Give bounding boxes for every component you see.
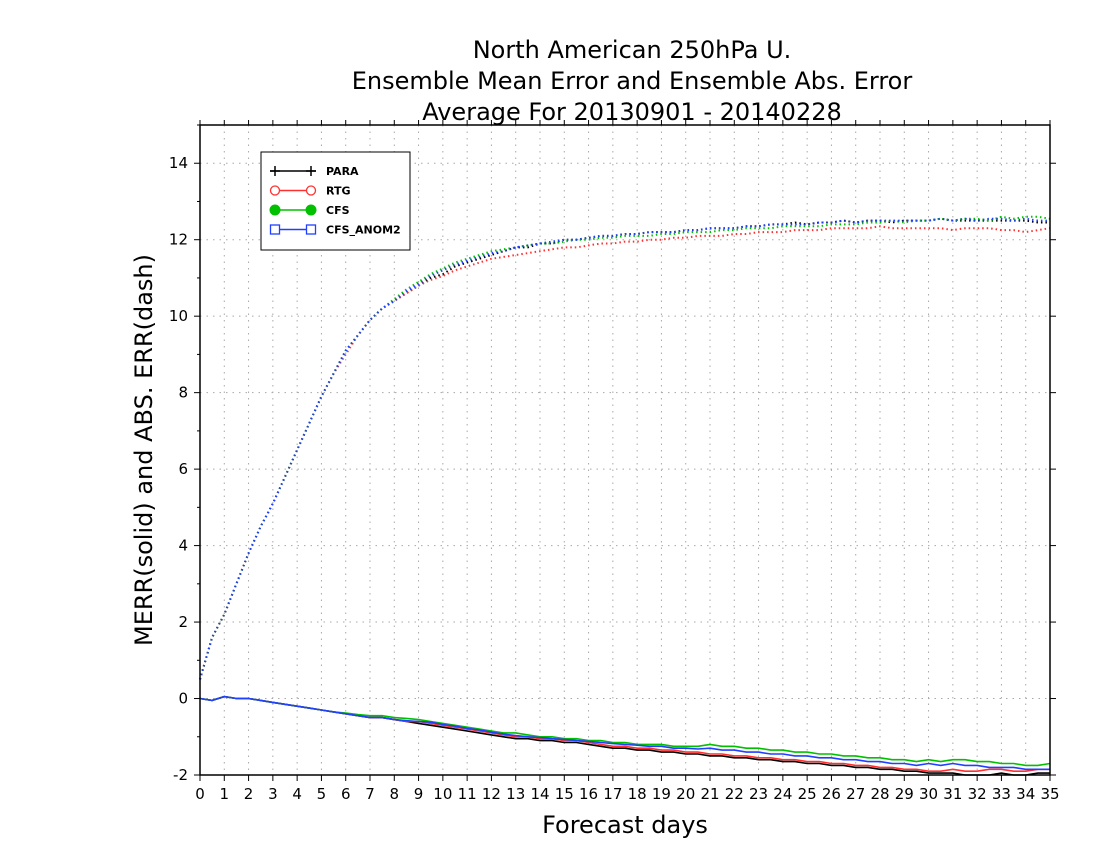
x-tick-label: 29 <box>895 785 914 803</box>
series-merr-para <box>199 695 1050 776</box>
x-tick-label: 3 <box>268 785 278 803</box>
x-tick-label: 2 <box>244 785 254 803</box>
y-tick-label: 2 <box>178 613 188 631</box>
x-tick-label: 27 <box>846 785 865 803</box>
x-tick-label: 30 <box>919 785 938 803</box>
x-tick-label: 21 <box>700 785 719 803</box>
title-line: Average For 20130901 - 20140228 <box>422 98 842 126</box>
title-line: North American 250hPa U. <box>473 36 792 64</box>
chart-title: North American 250hPa U. Ensemble Mean Er… <box>352 36 913 126</box>
x-tick-label: 32 <box>968 785 987 803</box>
y-tick-label: -2 <box>173 766 188 784</box>
series-merr-cfs <box>199 695 1051 767</box>
x-tick-label: 26 <box>822 785 841 803</box>
y-tick-label: 6 <box>178 460 188 478</box>
x-tick-label: 25 <box>798 785 817 803</box>
x-tick-label: 24 <box>773 785 792 803</box>
series-layer <box>199 215 1051 776</box>
y-tick-label: 14 <box>169 154 188 172</box>
x-tick-label: 8 <box>390 785 400 803</box>
y-tick-label: 4 <box>178 537 188 555</box>
x-tick-label: 17 <box>603 785 622 803</box>
x-tick-label: 0 <box>195 785 205 803</box>
series-abs-err-cfs-anom2 <box>199 217 1050 680</box>
x-tick-label: 6 <box>341 785 351 803</box>
x-tick-label: 10 <box>433 785 452 803</box>
series-abs-err-rtg <box>199 225 1051 680</box>
grid <box>200 125 1050 775</box>
x-tick-label: 13 <box>506 785 525 803</box>
y-tick-label: 10 <box>169 307 188 325</box>
legend-marker-square <box>305 224 317 235</box>
legend-marker-circle <box>269 185 281 196</box>
legend-marker-dot <box>269 204 281 216</box>
series-merr-cfs-anom2 <box>199 695 1050 771</box>
x-tick-label: 5 <box>317 785 327 803</box>
x-tick-label: 19 <box>652 785 671 803</box>
x-tick-label: 16 <box>579 785 598 803</box>
y-tick-label: 0 <box>178 690 188 708</box>
legend-label-cfs: CFS <box>326 204 350 217</box>
x-tick-label: 34 <box>1016 785 1035 803</box>
y-tick-label: 12 <box>169 231 188 249</box>
x-tick-label: 28 <box>870 785 889 803</box>
x-tick-label: 22 <box>725 785 744 803</box>
x-tick-label: 31 <box>943 785 962 803</box>
x-tick-label: 18 <box>628 785 647 803</box>
title-line: Ensemble Mean Error and Ensemble Abs. Er… <box>352 67 913 95</box>
x-tick-label: 11 <box>458 785 477 803</box>
x-tick-label: 35 <box>1040 785 1059 803</box>
x-axis-label: Forecast days <box>542 811 708 839</box>
legend-marker-square <box>269 224 281 235</box>
x-tick-label: 23 <box>749 785 768 803</box>
legend-label-cfs-anom2: CFS_ANOM2 <box>326 224 401 237</box>
tick-labels: 0 1 2 3 4 5 6 7 8 9 10 11 12 13 14 15 16 17 18 19 20 21 22 23 24… <box>169 120 1060 803</box>
x-tick-label: 4 <box>292 785 302 803</box>
legend-marker-circle <box>305 185 317 196</box>
legend-label-para: PARA <box>326 165 359 178</box>
legend-box <box>260 151 411 251</box>
series-abs-err-para <box>199 217 1050 680</box>
x-tick-label: 20 <box>676 785 695 803</box>
x-tick-label: 1 <box>220 785 230 803</box>
y-axis-label: MERR(solid) and ABS. ERR(dash) <box>130 254 158 646</box>
x-tick-label: 14 <box>530 785 549 803</box>
legend-marker-dot <box>305 204 317 216</box>
legend-label-rtg: RTG <box>326 185 351 198</box>
y-tick-label: 8 <box>178 384 188 402</box>
x-tick-label: 9 <box>414 785 424 803</box>
legend: PARA RTG CFS CFS_ANOM2 <box>260 151 411 251</box>
x-tick-label: 12 <box>482 785 501 803</box>
x-tick-label: 33 <box>992 785 1011 803</box>
x-tick-label: 7 <box>365 785 375 803</box>
plot-frame <box>199 124 1051 776</box>
series-abs-err-cfs <box>199 215 1051 680</box>
x-tick-label: 15 <box>555 785 574 803</box>
